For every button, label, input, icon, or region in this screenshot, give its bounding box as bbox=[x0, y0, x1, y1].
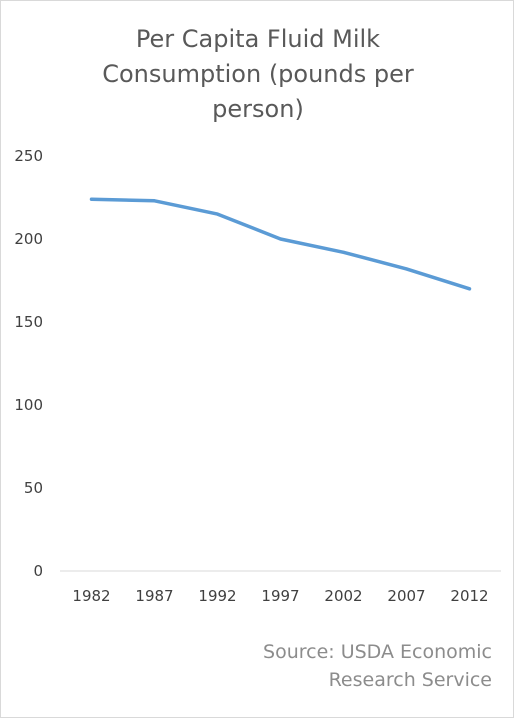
series-group bbox=[89, 197, 472, 291]
x-tick-label: 2002 bbox=[324, 587, 362, 605]
data-point bbox=[342, 250, 345, 254]
x-tick-label: 1982 bbox=[72, 587, 110, 605]
data-point bbox=[216, 212, 219, 216]
chart-title-line-1: Per Capita Fluid Milk bbox=[136, 25, 380, 53]
data-point bbox=[468, 287, 471, 291]
x-tick-label: 1992 bbox=[198, 587, 236, 605]
data-point bbox=[279, 237, 282, 241]
y-tick-label: 250 bbox=[14, 147, 43, 165]
data-point bbox=[153, 199, 156, 203]
data-point bbox=[90, 197, 93, 201]
y-tick-label: 200 bbox=[14, 230, 43, 248]
y-tick-label: 100 bbox=[14, 396, 43, 414]
y-tick-label: 0 bbox=[33, 562, 43, 580]
source-line-2: Research Service bbox=[329, 669, 492, 691]
y-tick-label: 150 bbox=[14, 313, 43, 331]
chart-title-line-3: person) bbox=[212, 95, 304, 123]
x-tick-label: 2007 bbox=[387, 587, 425, 605]
chart-title-line-2: Consumption (pounds per bbox=[102, 60, 414, 88]
data-point bbox=[405, 267, 408, 271]
y-tick-label: 50 bbox=[24, 479, 43, 497]
y-axis-tick-labels: 0 50 100 150 200 250 bbox=[14, 147, 43, 580]
source-line-1: Source: USDA Economic bbox=[263, 641, 492, 663]
x-tick-label: 1997 bbox=[261, 587, 299, 605]
x-tick-label: 2012 bbox=[450, 587, 488, 605]
source-note: Source: USDA Economic Research Service bbox=[263, 641, 492, 691]
x-axis-tick-labels: 1982 1987 1992 1997 2002 2007 2012 bbox=[72, 587, 488, 605]
x-tick-label: 1987 bbox=[135, 587, 173, 605]
series-line bbox=[89, 197, 472, 291]
chart-title: Per Capita Fluid Milk Consumption (pound… bbox=[102, 25, 414, 123]
